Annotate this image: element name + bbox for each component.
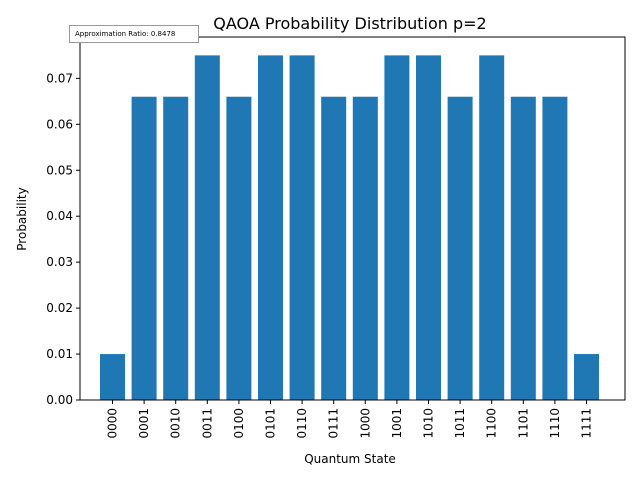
x-tick-label: 0001	[137, 408, 151, 439]
bar-1110	[542, 96, 568, 400]
bar-1010	[416, 55, 441, 400]
x-tick-label: 1110	[548, 408, 562, 439]
bar-0001	[131, 96, 157, 400]
bar-0100	[226, 96, 252, 400]
y-axis: 0.00 0.01 0.02 0.03 0.04 0.05 0.06 0.07	[46, 71, 80, 407]
bars-group	[100, 55, 599, 400]
x-tick-label: 1011	[453, 408, 467, 439]
y-tick-label: 0.02	[46, 301, 73, 315]
x-tick-label: 0101	[264, 408, 278, 439]
x-tick-label: 1001	[390, 408, 404, 439]
bar-0111	[321, 96, 347, 400]
bar-0011	[194, 55, 220, 400]
x-tick-label: 1010	[422, 408, 436, 439]
y-tick-label: 0.06	[46, 117, 73, 131]
y-tick-label: 0.01	[46, 347, 73, 361]
bar-0010	[163, 96, 189, 400]
x-tick-label: 1101	[516, 408, 530, 439]
x-tick-label: 0100	[232, 408, 246, 439]
x-tick-label: 0111	[327, 408, 341, 439]
y-tick-label: 0.03	[46, 255, 73, 269]
approximation-ratio-annotation: Approximation Ratio: 0.8478	[69, 25, 199, 43]
bar-0101	[258, 55, 283, 400]
bar-1111	[574, 354, 599, 400]
x-tick-label: 0110	[295, 408, 309, 439]
y-tick-label: 0.00	[46, 393, 73, 407]
x-axis: 0000 0001 0010 0011 0100 0101 0110 0111 1000 1001…	[106, 400, 594, 439]
x-tick-label: 1100	[485, 408, 499, 439]
x-tick-label: 0011	[200, 408, 214, 439]
x-tick-label: 1111	[580, 408, 594, 439]
x-tick-label: 0000	[106, 408, 120, 439]
bar-1101	[510, 96, 536, 400]
bar-1000	[352, 96, 378, 400]
bar-1011	[447, 96, 473, 400]
bar-0000	[100, 354, 125, 400]
chart-title: QAOA Probability Distribution p=2	[213, 14, 486, 33]
x-tick-label: 1000	[358, 408, 372, 439]
y-tick-label: 0.05	[46, 163, 73, 177]
y-tick-label: 0.07	[46, 71, 73, 85]
bar-1100	[479, 55, 505, 400]
x-tick-label: 0010	[169, 408, 183, 439]
y-tick-label: 0.04	[46, 209, 73, 223]
bar-1001	[384, 55, 410, 400]
y-axis-label: Probability	[15, 187, 29, 250]
x-axis-label: Quantum State	[304, 452, 396, 466]
bar-0110	[289, 55, 315, 400]
plot-frame	[79, 36, 626, 401]
